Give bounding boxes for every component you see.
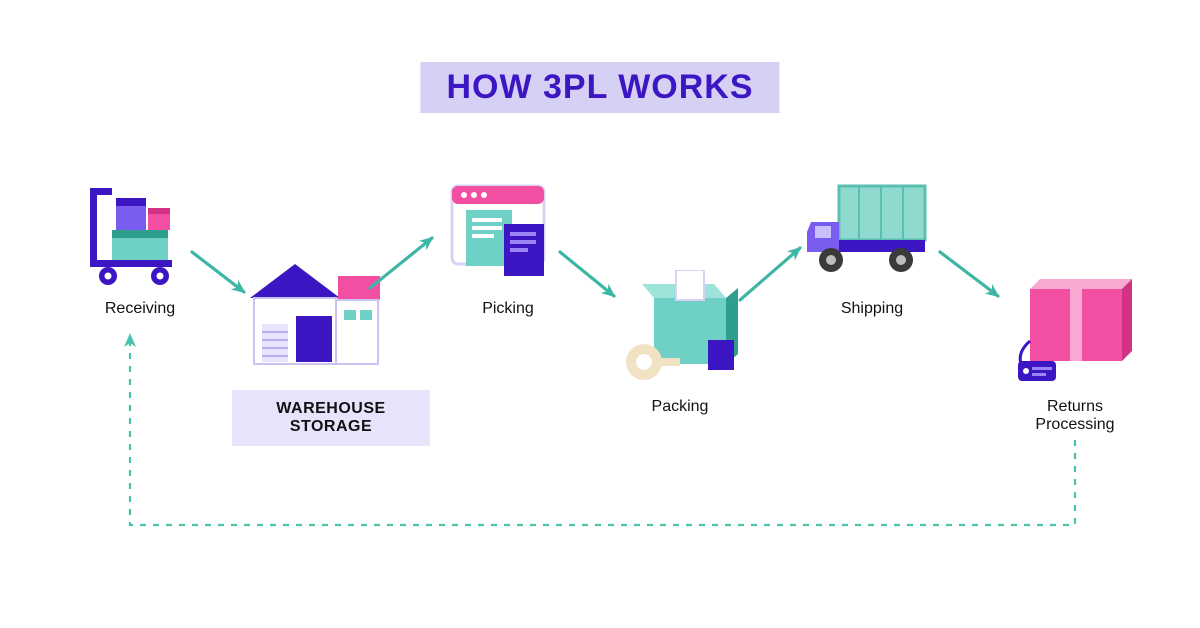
shipping-label: Shipping bbox=[812, 300, 932, 318]
packing-label: Packing bbox=[620, 398, 740, 416]
returns-label: Returns Processing bbox=[1000, 398, 1150, 434]
picking-label: Picking bbox=[448, 300, 568, 318]
warehouse-label: WAREHOUSE STORAGE bbox=[232, 390, 430, 446]
diagram-canvas: HOW 3PL WORKS bbox=[0, 0, 1200, 628]
receiving-label: Receiving bbox=[80, 300, 200, 318]
